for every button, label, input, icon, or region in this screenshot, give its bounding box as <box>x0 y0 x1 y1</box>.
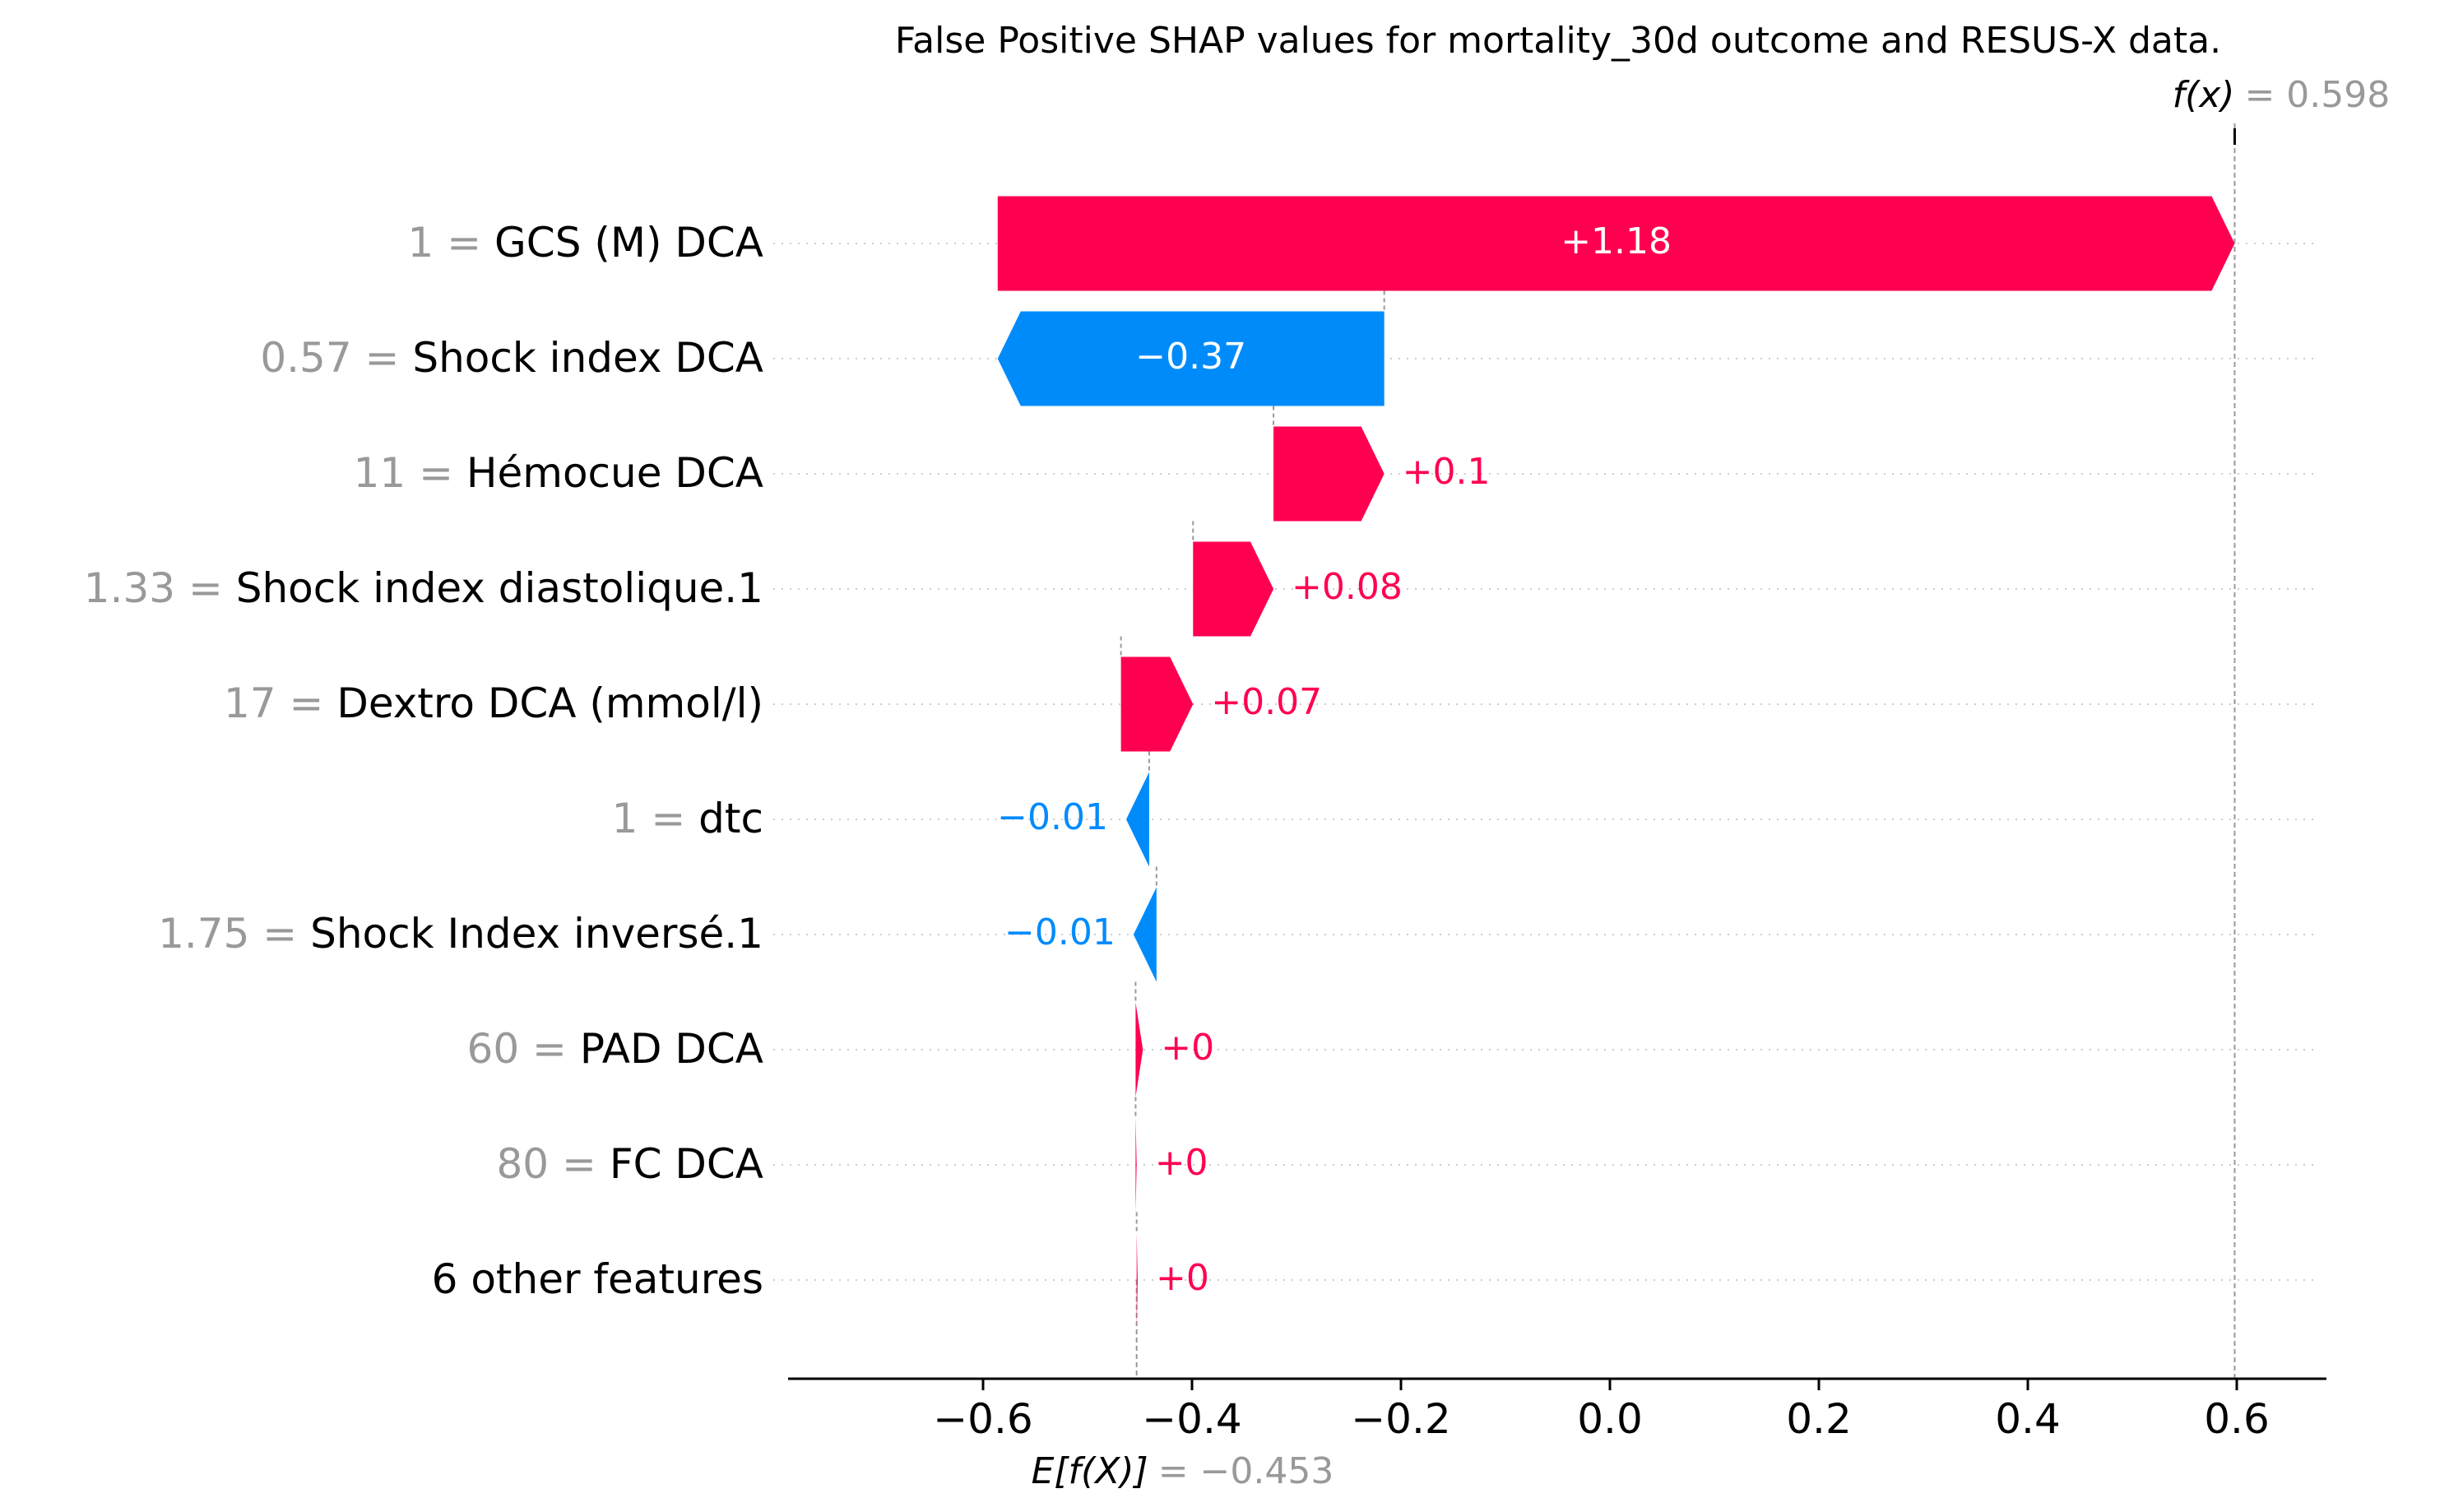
shap-value-label-10: +0 <box>1156 1257 1209 1299</box>
feature-label-5: 17 = Dextro DCA (mmol/l) <box>224 679 763 727</box>
feature-label-4: 1.33 = Shock index diastolique.1 <box>84 564 763 612</box>
feature-name: 6 other features <box>432 1255 763 1303</box>
feature-value: 80 = <box>497 1140 610 1188</box>
shap-bar-9 <box>1135 1117 1137 1213</box>
shap-value-label-5: +0.07 <box>1211 681 1322 723</box>
shap-bar-2 <box>997 311 1385 406</box>
fx-label: f(x) <box>2173 74 2235 116</box>
feature-value: 1.33 = <box>84 564 236 612</box>
shap-bar-5 <box>1120 656 1194 752</box>
feature-name: Hémocue DCA <box>466 449 763 497</box>
x-tick-label: 0.0 <box>1577 1395 1643 1443</box>
x-axis: −0.6 −0.4 −0.2 0.0 0.2 0.4 0.6 <box>788 1377 2326 1443</box>
chart-title: False Positive SHAP values for mortality… <box>895 20 2221 62</box>
efx-label: E[f(X)] <box>1032 1450 1148 1492</box>
shap-bar-3 <box>1273 426 1385 522</box>
x-tick-label: −0.2 <box>1351 1395 1450 1443</box>
feature-name: FC DCA <box>610 1140 763 1188</box>
feature-label-7: 1.75 = Shock Index inversé.1 <box>158 910 763 958</box>
feature-label-9: 80 = FC DCA <box>497 1140 764 1188</box>
feature-bars: +1.18 −0.37 +0.1 +0.08 +0.07 −0.01 −0.01 +0 +0 +0 <box>997 196 2235 1328</box>
feature-name: PAD DCA <box>580 1025 763 1073</box>
feature-value: 60 = <box>467 1025 580 1073</box>
feature-label-10: 6 other features <box>432 1255 763 1303</box>
shap-value-label-8: +0 <box>1161 1027 1214 1069</box>
feature-label-2: 0.57 = Shock index DCA <box>260 334 763 382</box>
shap-bar-1 <box>997 196 2235 291</box>
shap-value-label-1: +1.18 <box>1561 220 1672 262</box>
shap-value-label-4: +0.08 <box>1292 566 1403 608</box>
shap-value-label-2: −0.37 <box>1135 336 1246 378</box>
row-gridlines <box>773 243 2320 1281</box>
feature-value: 11 = <box>354 449 466 497</box>
shap-bar-4 <box>1193 541 1274 637</box>
shap-value-label-9: +0 <box>1155 1142 1208 1184</box>
feature-name: Shock index DCA <box>412 334 763 382</box>
feature-value: 1 = <box>408 219 495 267</box>
x-tick-label: −0.4 <box>1142 1395 1241 1443</box>
fx-value: = 0.598 <box>2244 74 2390 116</box>
shap-bar-10 <box>1136 1232 1138 1328</box>
shap-bar-6 <box>1125 772 1149 867</box>
feature-value: 1.75 = <box>158 910 310 958</box>
feature-labels: 1 = GCS (M) DCA 0.57 = Shock index DCA 11 … <box>84 219 763 1303</box>
shap-value-label-6: −0.01 <box>997 796 1108 838</box>
reference-labels: f(x) = 0.598 E[f(X)] = −0.453 <box>1032 74 2391 1492</box>
shap-value-label-7: −0.01 <box>1004 911 1116 953</box>
efx-value: = −0.453 <box>1158 1450 1334 1492</box>
feature-name: dtc <box>698 795 763 842</box>
shap-bar-7 <box>1133 887 1157 982</box>
feature-name: Shock Index inversé.1 <box>310 910 763 958</box>
feature-name: Dextro DCA (mmol/l) <box>336 679 763 727</box>
feature-name: GCS (M) DCA <box>494 219 763 267</box>
feature-label-1: 1 = GCS (M) DCA <box>408 219 763 267</box>
feature-label-6: 1 = dtc <box>612 795 763 842</box>
feature-label-8: 60 = PAD DCA <box>467 1025 763 1073</box>
feature-name: Shock index diastolique.1 <box>236 564 763 612</box>
shap-bar-8 <box>1135 1002 1143 1097</box>
x-tick-label: −0.6 <box>933 1395 1032 1443</box>
x-tick-label: 0.4 <box>1995 1395 2061 1443</box>
x-tick-label: 0.2 <box>1786 1395 1852 1443</box>
feature-value: 17 = <box>224 679 336 727</box>
shap-value-label-3: +0.1 <box>1403 451 1491 493</box>
x-tick-label: 0.6 <box>2204 1395 2270 1443</box>
feature-value: 1 = <box>612 795 699 842</box>
feature-label-3: 11 = Hémocue DCA <box>354 449 763 497</box>
feature-value: 0.57 = <box>260 334 412 382</box>
